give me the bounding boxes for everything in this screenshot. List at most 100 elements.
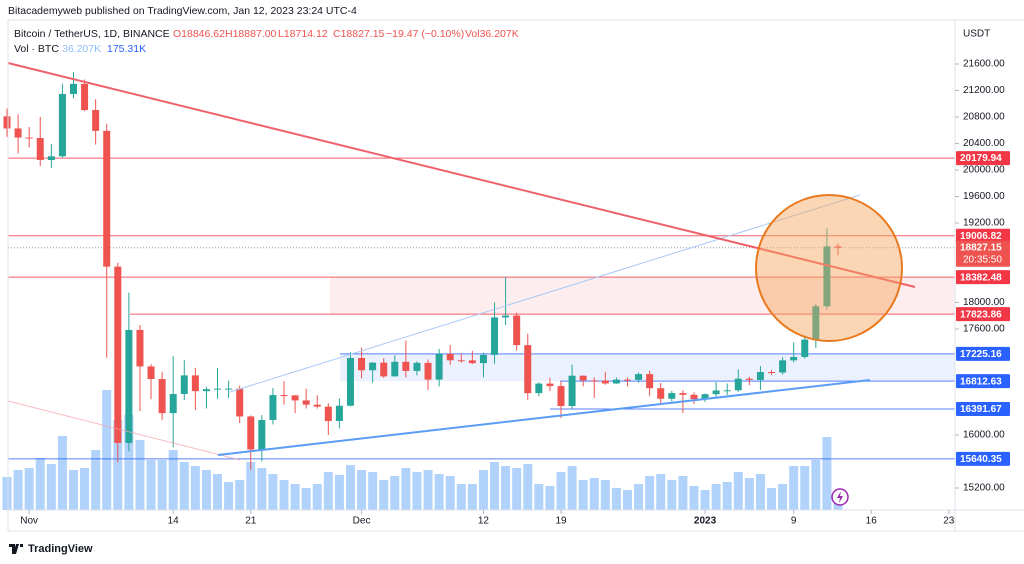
volume-bar bbox=[345, 465, 355, 510]
volume-bar bbox=[368, 472, 378, 510]
candle-body bbox=[568, 375, 576, 406]
ohlc-change: −19.47 (−0.10%) bbox=[386, 28, 464, 40]
volume-bar bbox=[268, 474, 278, 510]
candle-body bbox=[36, 138, 44, 160]
volume-bar bbox=[778, 484, 788, 510]
volume-bar bbox=[190, 466, 200, 510]
candle-body bbox=[369, 362, 377, 371]
volume-bar bbox=[634, 484, 644, 510]
x-tick-label: 23 bbox=[943, 516, 955, 527]
y-tick-label: 17600.00 bbox=[963, 324, 1005, 335]
ohlc-open: O18846.62 bbox=[173, 28, 225, 40]
volume-bar bbox=[412, 472, 422, 510]
candle-body bbox=[280, 395, 288, 397]
trend-line bbox=[7, 400, 241, 461]
volume-legend-value: 36.207K bbox=[62, 43, 101, 55]
candle-body bbox=[335, 405, 343, 421]
candle-body bbox=[623, 379, 631, 381]
volume-bar bbox=[257, 468, 267, 510]
candle-body bbox=[58, 93, 66, 157]
candle-body bbox=[612, 379, 620, 384]
plot-under bbox=[2, 157, 955, 510]
volume-legend-ma: 175.31K bbox=[107, 43, 146, 55]
volume-bar bbox=[2, 477, 12, 510]
volume-bar bbox=[401, 468, 411, 510]
ohlc-volume: Vol36.207K bbox=[465, 28, 519, 40]
volume-bar bbox=[323, 472, 333, 510]
level-label: 17823.86 bbox=[960, 309, 1002, 320]
candle-body bbox=[225, 388, 233, 390]
candle-body bbox=[590, 380, 598, 382]
volume-bar bbox=[334, 475, 344, 510]
volume-bar bbox=[201, 470, 211, 510]
x-tick-label: 12 bbox=[478, 516, 490, 527]
candle-body bbox=[657, 388, 665, 399]
x-tick-label: 16 bbox=[866, 516, 878, 527]
volume-bar bbox=[611, 488, 621, 510]
level-label: 17225.16 bbox=[960, 349, 1002, 360]
candle-body bbox=[247, 416, 255, 450]
volume-bar bbox=[689, 486, 699, 510]
y-tick-label: 21600.00 bbox=[963, 59, 1005, 70]
candle-body bbox=[180, 375, 188, 394]
level-label-bg bbox=[956, 451, 1010, 466]
x-tick-label: Dec bbox=[353, 516, 371, 527]
trend-line bbox=[7, 62, 916, 288]
y-tick-label: 20000.00 bbox=[963, 165, 1005, 176]
volume-bar bbox=[501, 466, 511, 510]
level-label-bg bbox=[956, 402, 1010, 417]
volume-bar bbox=[545, 486, 555, 510]
candle-body bbox=[712, 390, 720, 395]
level-label: 16812.63 bbox=[960, 376, 1002, 387]
volume-bar bbox=[478, 470, 488, 510]
last-price-bg bbox=[956, 240, 1010, 267]
candle-body bbox=[114, 266, 122, 443]
volume-bar bbox=[600, 480, 610, 510]
volume-bar bbox=[279, 480, 289, 510]
candle-body bbox=[3, 116, 11, 129]
volume-bar bbox=[556, 472, 566, 510]
volume-bar bbox=[667, 480, 677, 510]
y-tick-label: 21200.00 bbox=[963, 85, 1005, 96]
candle-body bbox=[457, 360, 465, 362]
logo-mark bbox=[9, 544, 23, 554]
volume-bar bbox=[800, 466, 810, 510]
volume-bar bbox=[13, 470, 23, 510]
candle-body bbox=[147, 366, 155, 380]
footer-brand: TradingView bbox=[28, 543, 93, 555]
last-price-label: 18827.15 bbox=[960, 242, 1002, 253]
volume-bar bbox=[523, 464, 533, 510]
volume-bar bbox=[423, 470, 433, 510]
candle-body bbox=[601, 380, 609, 384]
candle-body bbox=[768, 372, 776, 374]
candle-body bbox=[81, 83, 89, 111]
x-tick-label: 21 bbox=[245, 516, 257, 527]
candle-body bbox=[391, 361, 399, 377]
candle-body bbox=[258, 420, 266, 450]
volume-bar bbox=[645, 476, 655, 510]
volume-bar bbox=[379, 480, 389, 510]
trend-line bbox=[229, 194, 861, 393]
volume-bar bbox=[179, 462, 189, 510]
candle-body bbox=[723, 390, 731, 392]
candle-body bbox=[779, 360, 787, 373]
volume-bar bbox=[822, 437, 832, 510]
volume-bar bbox=[80, 468, 90, 510]
candle-body bbox=[291, 395, 299, 401]
volume-bar bbox=[390, 476, 400, 510]
volume-bar bbox=[357, 470, 367, 510]
volume-bar bbox=[24, 468, 34, 510]
y-tick-label: 20400.00 bbox=[963, 138, 1005, 149]
candle-body bbox=[646, 374, 654, 389]
candle-body bbox=[214, 388, 222, 390]
candle-body bbox=[313, 404, 321, 407]
candle-body bbox=[269, 395, 277, 421]
candle-body bbox=[424, 362, 432, 380]
candle-body bbox=[546, 383, 554, 387]
volume-bar bbox=[456, 484, 466, 510]
candle-body bbox=[801, 339, 809, 357]
volume-bar bbox=[312, 484, 322, 510]
candle-body bbox=[302, 400, 310, 405]
volume-bar bbox=[224, 482, 234, 510]
drawings bbox=[7, 62, 916, 506]
